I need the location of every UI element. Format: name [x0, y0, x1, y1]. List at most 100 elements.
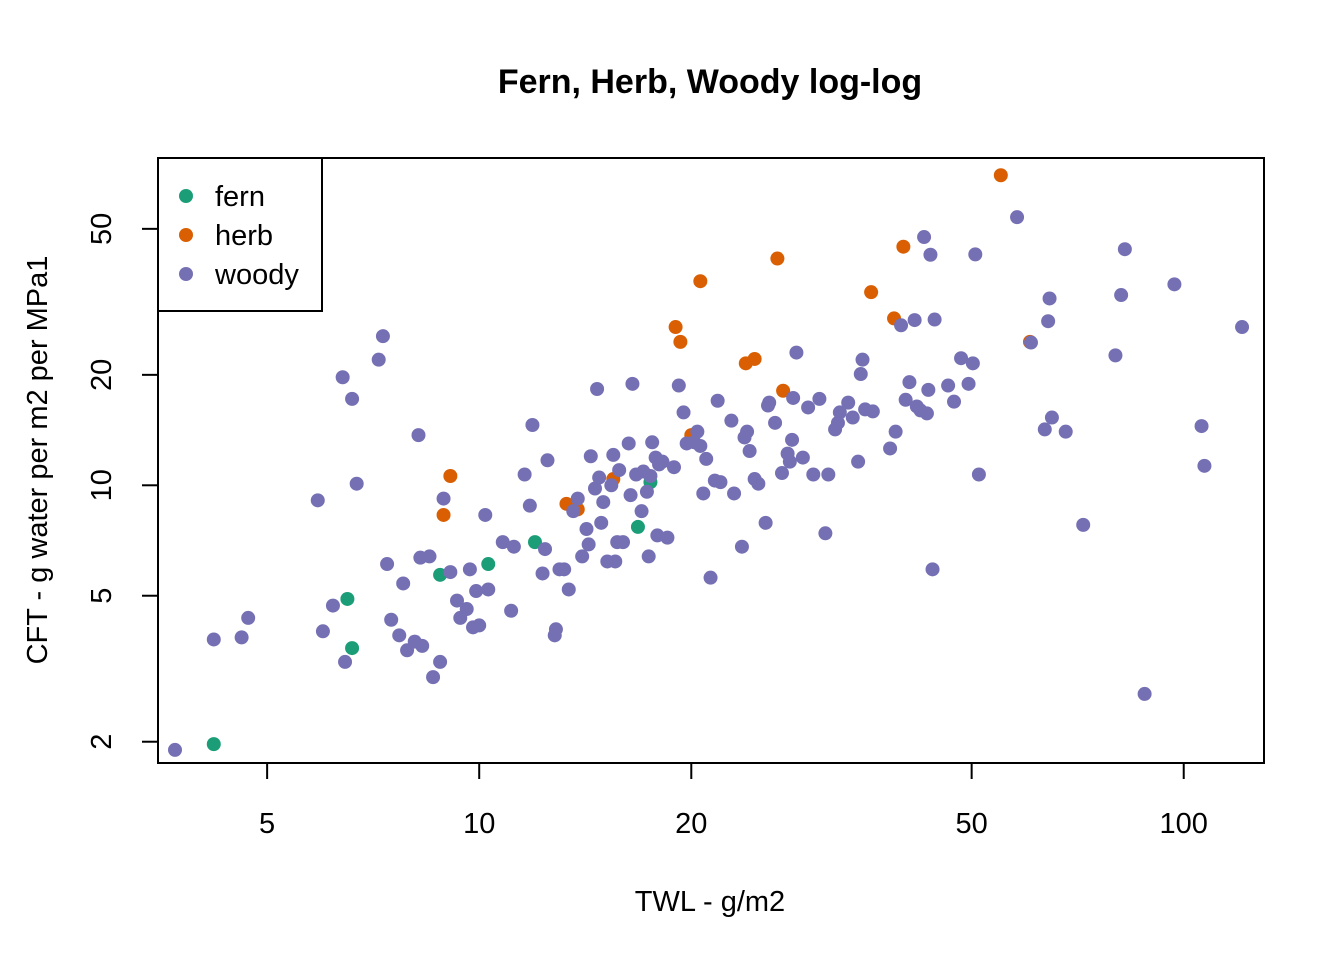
point-fern	[630, 519, 645, 534]
point-woody	[472, 618, 487, 633]
point-woody	[643, 469, 658, 484]
point-woody	[1058, 424, 1073, 439]
point-woody	[806, 467, 821, 482]
point-woody	[1137, 686, 1152, 701]
point-woody	[703, 570, 718, 585]
point-woody	[310, 493, 325, 508]
point-woody	[883, 441, 898, 456]
point-woody	[710, 393, 725, 408]
point-woody	[570, 491, 585, 506]
point-woody	[234, 630, 249, 645]
point-woody	[625, 376, 640, 391]
point-woody	[504, 603, 519, 618]
y-tick-label: 10	[86, 469, 118, 501]
x-axis-label: TWL - g/m2	[635, 886, 785, 918]
point-woody	[841, 395, 856, 410]
point-woody	[462, 562, 477, 577]
y-tick-label: 50	[86, 213, 118, 245]
chart-title: Fern, Herb, Woody log-log	[498, 63, 922, 101]
point-woody	[380, 557, 395, 572]
point-woody	[596, 495, 611, 510]
point-woody	[561, 582, 576, 597]
point-woody	[751, 476, 766, 491]
point-woody	[587, 481, 602, 496]
point-woody	[469, 584, 484, 599]
point-woody	[641, 549, 656, 564]
point-woody	[495, 535, 510, 550]
point-fern	[345, 641, 360, 656]
point-woody	[865, 404, 880, 419]
point-woody	[371, 352, 386, 367]
point-woody	[1167, 277, 1182, 292]
point-woody	[818, 526, 833, 541]
y-tick-label: 5	[86, 588, 118, 604]
point-herb	[673, 334, 688, 349]
point-woody	[713, 475, 728, 490]
point-woody	[853, 367, 868, 382]
point-woody	[535, 566, 550, 581]
point-herb	[896, 239, 911, 254]
point-woody	[612, 463, 627, 478]
point-woody	[506, 539, 521, 554]
point-woody	[740, 424, 755, 439]
legend-label-fern: fern	[215, 181, 265, 213]
point-woody	[655, 454, 670, 469]
point-woody	[947, 394, 962, 409]
point-woody	[724, 413, 739, 428]
legend-items: fern herb woody	[179, 181, 299, 291]
point-woody	[696, 486, 711, 501]
point-woody	[968, 247, 983, 262]
point-woody	[594, 515, 609, 530]
point-woody	[325, 598, 340, 613]
point-woody	[583, 449, 598, 464]
point-woody	[1117, 242, 1132, 257]
point-woody	[898, 392, 913, 407]
point-woody	[604, 478, 619, 493]
point-woody	[917, 230, 932, 245]
y-tick-label: 20	[86, 359, 118, 391]
point-woody	[785, 432, 800, 447]
point-woody	[557, 562, 572, 577]
point-woody	[590, 382, 605, 397]
point-woody	[855, 352, 870, 367]
point-woody	[517, 467, 532, 482]
point-woody	[426, 670, 441, 685]
point-woody	[645, 435, 660, 450]
point-herb	[864, 285, 879, 300]
point-woody	[832, 405, 847, 420]
point-woody	[566, 504, 581, 519]
y-axis-label: CFT - g water per m2 per MPa1	[22, 256, 54, 665]
point-woody	[540, 453, 555, 468]
point-woody	[608, 554, 623, 569]
point-woody	[443, 565, 458, 580]
point-woody	[801, 400, 816, 415]
point-woody	[392, 628, 407, 643]
point-woody	[971, 467, 986, 482]
point-woody	[812, 391, 827, 406]
point-woody	[666, 460, 681, 475]
y-axis: 2 5 10 20 50	[86, 213, 159, 750]
point-woody	[478, 507, 493, 522]
point-woody	[1042, 291, 1057, 306]
point-woody	[525, 417, 540, 432]
point-woody	[727, 486, 742, 501]
point-woody	[954, 351, 969, 366]
point-herb	[747, 351, 762, 366]
legend-marker-woody	[179, 267, 193, 281]
point-woody	[616, 535, 631, 550]
point-woody	[894, 318, 909, 333]
point-woody	[345, 391, 360, 406]
point-woody	[433, 654, 448, 669]
point-woody	[927, 312, 942, 327]
legend-marker-herb	[179, 228, 193, 242]
point-woody	[758, 515, 773, 530]
point-woody	[206, 632, 221, 647]
point-woody	[902, 375, 917, 390]
point-woody	[1023, 335, 1038, 350]
point-woody	[734, 539, 749, 554]
point-woody	[1197, 458, 1212, 473]
point-woody	[845, 410, 860, 425]
point-woody	[450, 593, 465, 608]
y-tick-label: 2	[86, 734, 118, 750]
point-woody	[786, 390, 801, 405]
